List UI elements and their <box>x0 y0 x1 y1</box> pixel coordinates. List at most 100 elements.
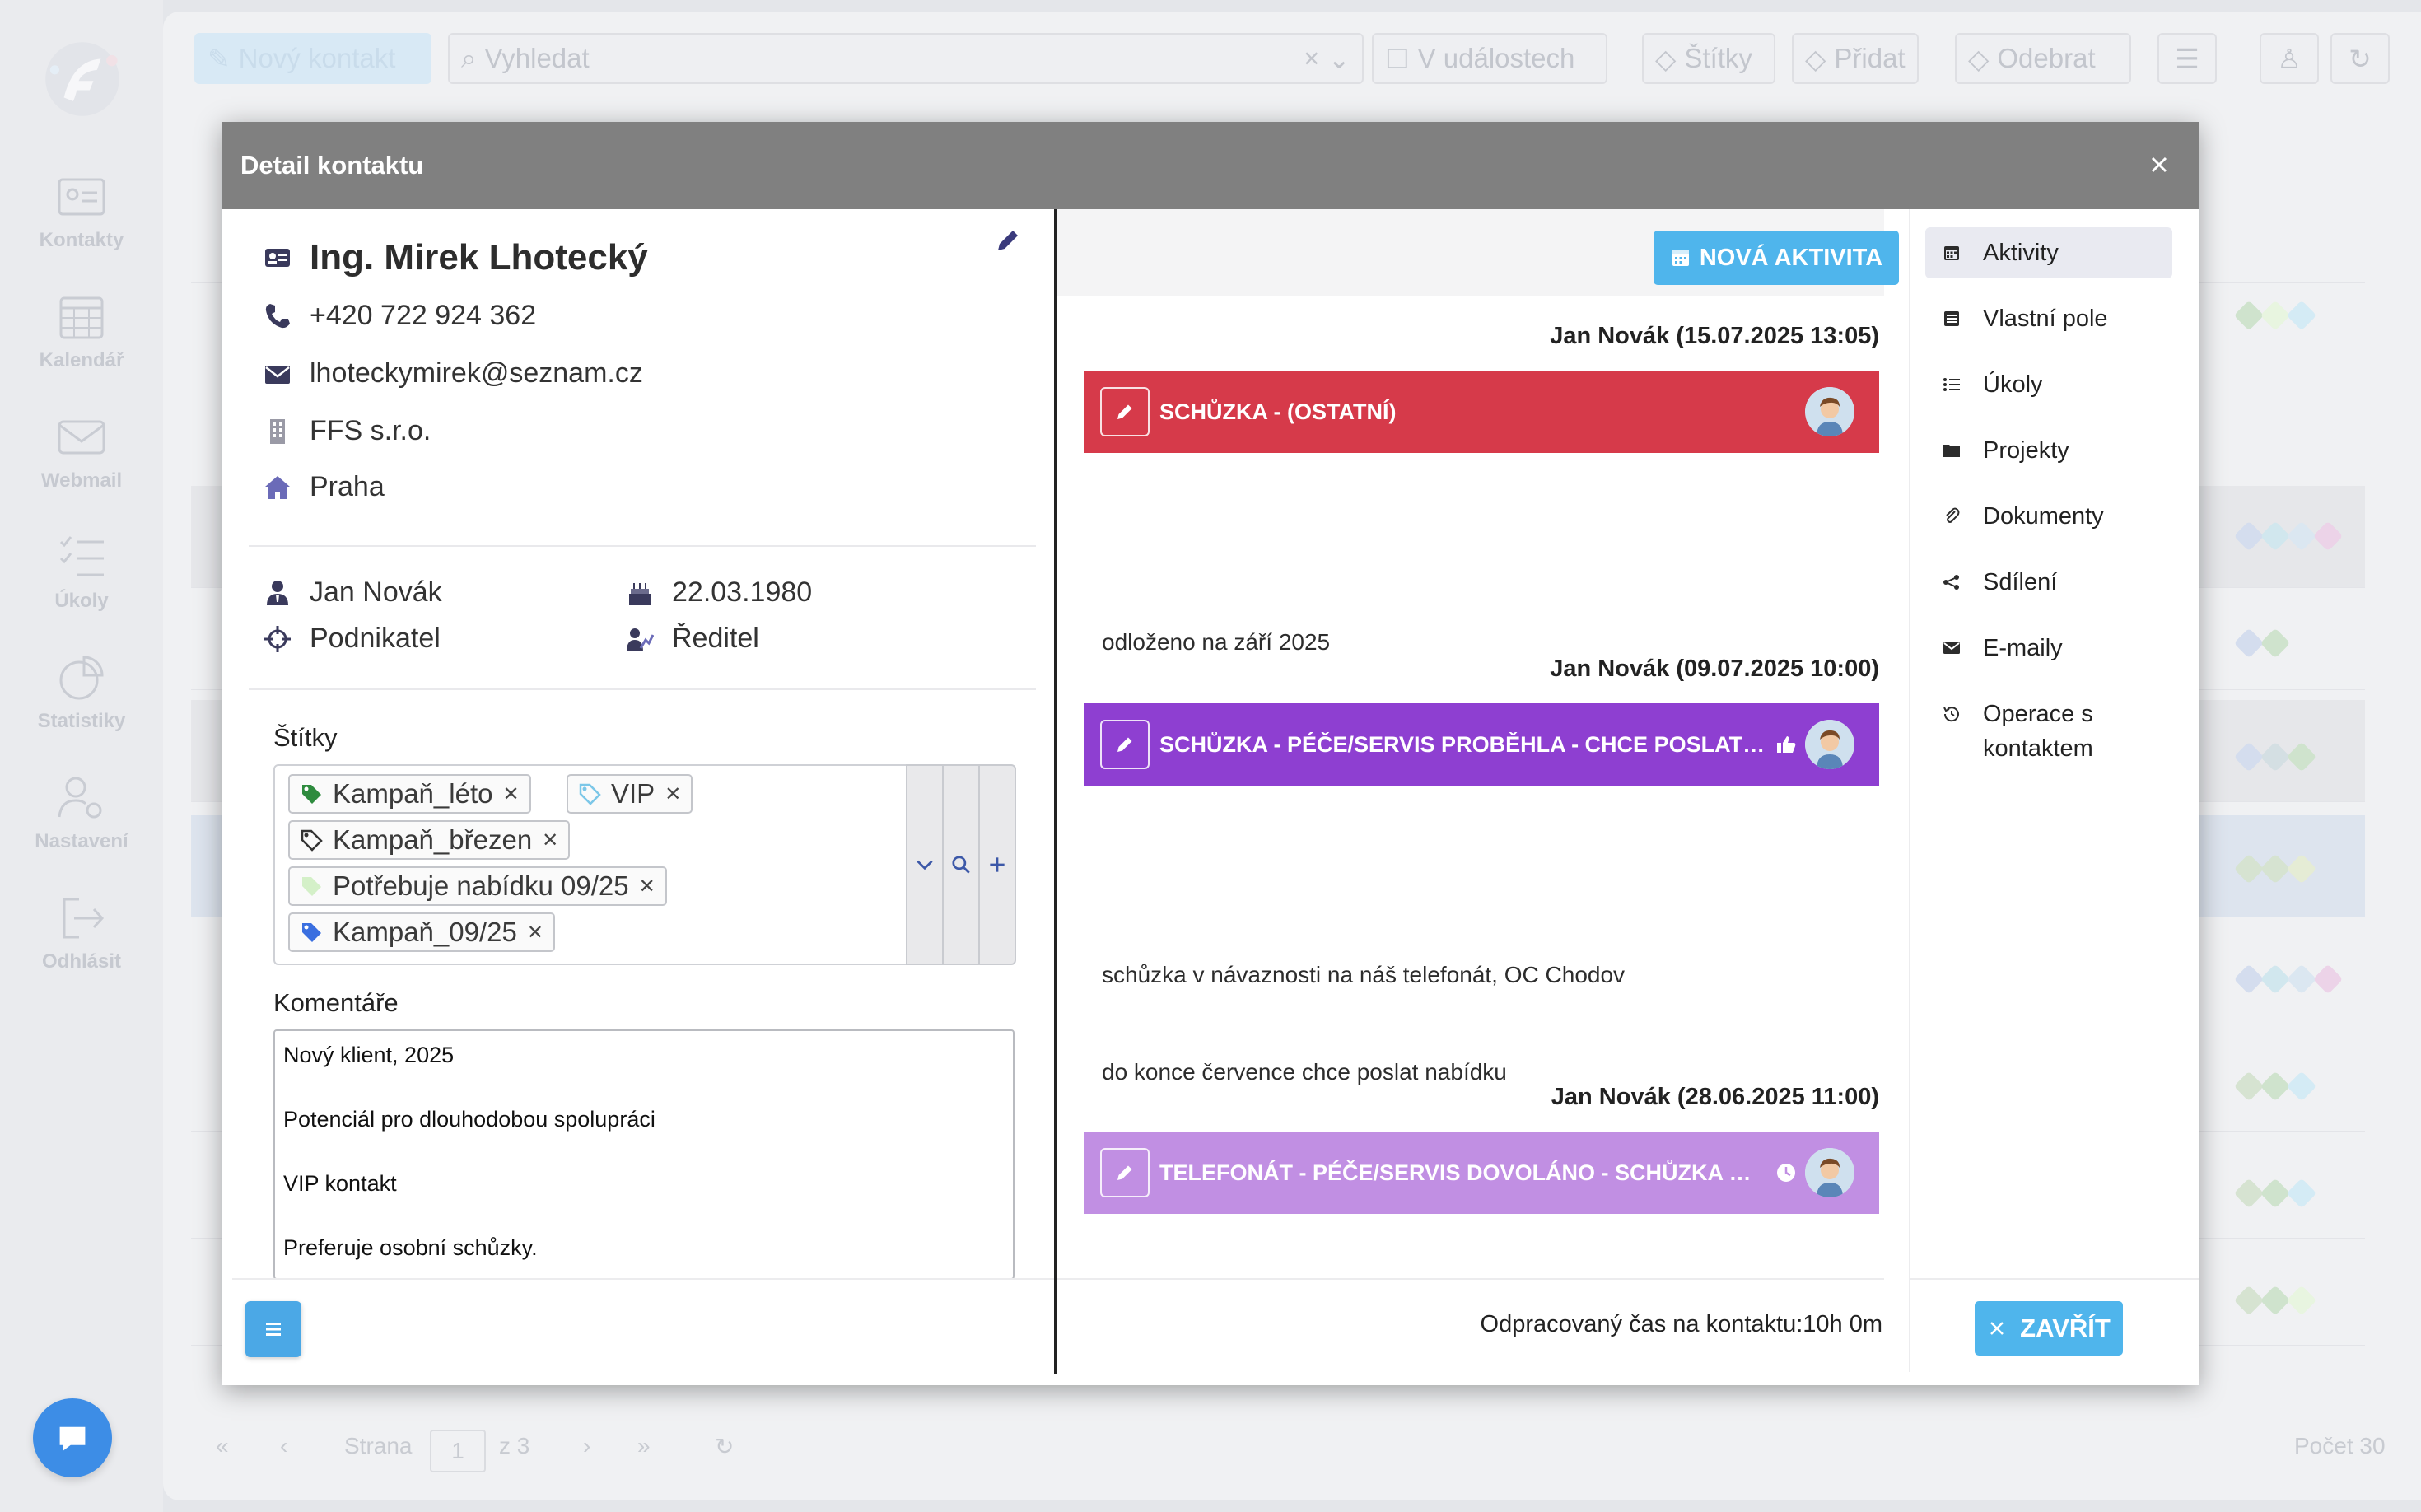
id-card-icon <box>264 244 292 272</box>
tag-chip: Kampaň_březen ✕ <box>288 820 571 860</box>
comment-line: Potenciál pro dlouhodobou spolupráci <box>283 1107 655 1132</box>
sidebar-item-statistiky[interactable]: Statistiky <box>0 651 163 733</box>
contact-email[interactable]: lhoteckymirek@seznam.cz <box>310 357 643 389</box>
in-events-toggle[interactable]: ☐ V událostech <box>1372 33 1607 84</box>
contact-menu-button[interactable] <box>245 1301 301 1357</box>
clear-icon[interactable]: × <box>1304 43 1320 73</box>
tag-label: Kampaň_březen <box>333 824 533 855</box>
search-input[interactable]: ⌕ Vyhledat × ⌄ <box>448 33 1364 84</box>
activity-header[interactable]: SCHŮZKA - PÉČE/SERVIS PROBĚHLA - CHCE PO… <box>1084 703 1879 786</box>
activity-meta: Jan Novák (28.06.2025 11:00) <box>1551 1084 1879 1110</box>
tags-add-button[interactable] <box>978 764 1016 965</box>
users-button[interactable]: ♙ <box>2260 33 2319 84</box>
record-count: Počet 30 <box>2294 1433 2386 1458</box>
remove-tag-icon[interactable]: ✕ <box>665 782 682 805</box>
tags-field[interactable]: Kampaň_léto ✕ VIP ✕ Kampaň_březen ✕ Potř… <box>273 764 907 965</box>
tags-search-button[interactable] <box>942 764 980 965</box>
list-icon <box>1942 367 1965 402</box>
last-page-icon[interactable]: » <box>637 1433 651 1458</box>
sidebar-item-odhlasit[interactable]: Odhlásit <box>0 891 163 973</box>
new-contact-button[interactable]: ✎ Nový kontakt <box>194 33 431 84</box>
chevron-down-icon[interactable]: ⌄ <box>1327 43 1350 74</box>
activity-header[interactable]: SCHŮZKA - (OSTATNÍ) <box>1084 371 1879 453</box>
contact-position: Ředitel <box>672 623 759 654</box>
activity-header[interactable]: TELEFONÁT - PÉČE/SERVIS DOVOLÁNO - SCHŮZ… <box>1084 1132 1879 1214</box>
row-tags <box>2233 964 2344 995</box>
close-icon[interactable] <box>2143 148 2176 181</box>
side-menu-sdileni[interactable]: Sdílení <box>1925 557 2172 608</box>
contact-name: Ing. Mirek Lhotecký <box>310 237 648 278</box>
sidebar-item-nastaveni[interactable]: Nastavení <box>0 771 163 853</box>
comments-textarea[interactable]: Nový klient, 2025 Potenciál pro dlouhodo… <box>273 1029 1015 1280</box>
contact-company: FFS s.r.o. <box>310 415 431 446</box>
page-label: Strana <box>344 1433 413 1458</box>
tags-dropdown-button[interactable] <box>906 764 944 965</box>
side-menu-ukoly[interactable]: Úkoly <box>1925 359 2172 410</box>
list-box-icon <box>1942 301 1965 336</box>
side-menu-projekty[interactable]: Projekty <box>1925 425 2172 476</box>
phone-icon <box>264 302 292 330</box>
remove-tag-icon[interactable]: ✕ <box>542 828 559 852</box>
share-icon <box>1942 565 1965 600</box>
contact-phone[interactable]: +420 722 924 362 <box>310 300 537 331</box>
contact-email-row: lhoteckymirek@seznam.cz <box>264 357 643 390</box>
tag-label: Kampaň_léto <box>333 778 493 809</box>
edit-contact-icon[interactable] <box>993 226 1023 255</box>
list-menu-button[interactable]: ☰ <box>2157 33 2217 84</box>
side-menu-label: Sdílení <box>1983 569 2058 595</box>
activity-note: do konce července chce poslat nabídku <box>1102 1059 1507 1085</box>
remove-tag-icon[interactable]: ✕ <box>638 875 655 898</box>
sidebar-item-kalendar[interactable]: Kalendář <box>0 290 163 372</box>
remove-tag-button[interactable]: ◇ Odebrat <box>1955 33 2131 84</box>
chat-button[interactable] <box>33 1398 112 1477</box>
contact-birthdate: 22.03.1980 <box>672 576 813 608</box>
menu-icon <box>266 1323 281 1336</box>
remove-tag-icon[interactable]: ✕ <box>502 782 520 805</box>
edit-activity-icon[interactable] <box>1100 387 1150 436</box>
row-tags <box>2233 1285 2317 1316</box>
tags-button[interactable]: ◇ Štítky <box>1642 33 1775 84</box>
new-activity-button[interactable]: NOVÁ AKTIVITA <box>1654 231 1899 285</box>
first-page-icon[interactable]: « <box>216 1433 229 1458</box>
side-menu-aktivity[interactable]: Aktivity <box>1925 227 2172 278</box>
row-tags <box>2233 1071 2317 1102</box>
clock-icon <box>1777 1164 1795 1182</box>
add-label: Přidat <box>1834 43 1906 73</box>
activity-title: SCHŮZKA - (OSTATNÍ) <box>1159 399 1397 424</box>
add-tag-button[interactable]: ◇ Přidat <box>1792 33 1919 84</box>
tag-icon <box>301 829 323 852</box>
next-page-icon[interactable]: › <box>583 1433 591 1458</box>
prev-page-icon[interactable]: ‹ <box>280 1433 288 1458</box>
sidebar: Kontakty Kalendář Webmail Úkoly Statisti… <box>0 0 163 1512</box>
edit-activity-icon[interactable] <box>1100 1148 1150 1197</box>
envelope-icon <box>1942 631 1965 665</box>
calendar-icon <box>54 290 109 344</box>
refresh-button[interactable]: ↻ <box>2330 33 2390 84</box>
row-tags <box>2233 1178 2317 1209</box>
contact-owner: Jan Novák <box>310 576 442 608</box>
side-menu-vlastni-pole[interactable]: Vlastní pole <box>1925 293 2172 344</box>
activity-note: schůzka v návaznosti na náš telefonát, O… <box>1102 962 1626 987</box>
edit-activity-icon[interactable] <box>1100 720 1150 769</box>
close-button[interactable]: ZAVŘÍT <box>1975 1301 2123 1356</box>
sidebar-item-webmail[interactable]: Webmail <box>0 410 163 492</box>
birthday-cake-icon <box>626 579 654 607</box>
side-menu-emaily[interactable]: E-maily <box>1925 623 2172 674</box>
page-number-input[interactable]: 1 <box>430 1430 486 1472</box>
contact-birthdate-row: 22.03.1980 <box>626 576 812 609</box>
contact-detail-modal: Detail kontaktu Ing. Mirek Lhotecký +420… <box>222 122 2199 1385</box>
sidebar-item-kontakty[interactable]: Kontakty <box>0 170 163 252</box>
contact-city: Praha <box>310 471 385 502</box>
side-menu-operace[interactable]: Operace s kontaktem <box>1925 688 2172 774</box>
remove-tag-icon[interactable]: ✕ <box>526 921 543 944</box>
sidebar-item-ukoly[interactable]: Úkoly <box>0 530 163 613</box>
menu-icon: ☰ <box>2175 43 2199 74</box>
modal-title: Detail kontaktu <box>240 151 424 180</box>
chevron-down-icon <box>917 860 933 870</box>
row-tags <box>2233 853 2317 884</box>
tag-label: Kampaň_09/25 <box>333 917 517 947</box>
side-menu-dokumenty[interactable]: Dokumenty <box>1925 491 2172 542</box>
reload-icon[interactable]: ↻ <box>715 1434 735 1459</box>
tag-icon <box>579 783 601 805</box>
contact-card-icon <box>54 170 109 224</box>
